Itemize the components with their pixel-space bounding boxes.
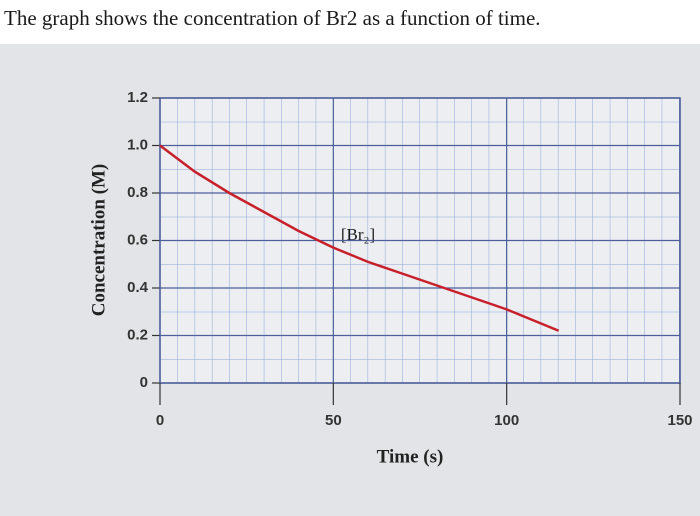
y-tick-label: 0.6 (127, 231, 148, 248)
y-axis-label: Concentration (M) (88, 164, 109, 317)
y-tick-label: 0.8 (127, 184, 148, 201)
curve-annotation: [Br₂] (341, 225, 375, 244)
x-tick-label: 0 (156, 412, 164, 429)
y-tick-label: 0 (140, 374, 148, 391)
y-tick-label: 0.2 (127, 326, 148, 343)
y-tick-label: 0.4 (127, 279, 149, 296)
y-tick-label: 1.2 (127, 89, 148, 106)
x-axis-label: Time (s) (377, 446, 444, 467)
y-tick-label: 1.0 (127, 136, 148, 153)
x-tick-label: 50 (325, 412, 342, 429)
x-tick-label: 150 (667, 412, 692, 429)
data-line (159, 144, 560, 332)
x-tick-label: 100 (494, 412, 519, 429)
title-band (0, 0, 700, 44)
chart-title: The graph shows the concentration of Br2… (4, 6, 541, 30)
